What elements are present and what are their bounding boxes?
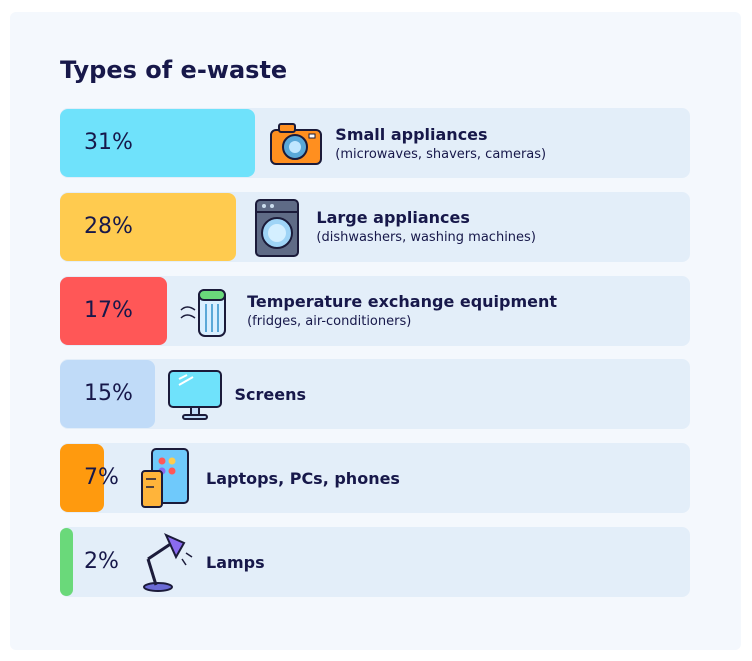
bar	[60, 192, 237, 261]
category-sublabel: (microwaves, shavers, cameras)	[335, 146, 547, 162]
category-label: Temperature exchange equipment	[247, 292, 558, 312]
bar	[60, 360, 155, 429]
air-conditioner-icon	[177, 276, 237, 346]
category-label: Screens	[234, 384, 307, 404]
category-label-group: Screens	[235, 359, 307, 429]
category-label-group: Large appliances (dishwashers, washing ma…	[316, 192, 536, 262]
bar-row: 28% Large appliances (dishwashers, washing…	[60, 191, 690, 262]
desk-lamp-icon	[136, 527, 196, 597]
bar	[60, 444, 105, 513]
bar-row: 31% Small appliances (microwaves, shavers,…	[60, 108, 690, 178]
value-label: 28%	[84, 213, 133, 239]
phone-tablet-icon	[136, 443, 196, 513]
category-sublabel: (dishwashers, washing machines)	[316, 230, 536, 246]
monitor-icon	[165, 359, 225, 429]
camera-icon	[265, 108, 325, 178]
bar-row: 2% Lamps	[60, 527, 690, 597]
category-sublabel: (fridges, air-conditioners)	[247, 314, 412, 330]
category-label: Laptops, PCs, phones	[206, 468, 400, 488]
category-label: Lamps	[206, 552, 265, 572]
value-label: 17%	[84, 297, 133, 323]
washing-machine-icon	[246, 192, 306, 262]
category-label-group: Laptops, PCs, phones	[206, 443, 400, 513]
bar	[60, 528, 73, 596]
chart-title: Types of e-waste	[60, 56, 288, 84]
bar-row: 17% Temperature exchange equipment (fridge…	[60, 275, 690, 346]
category-label: Small appliances	[335, 124, 488, 144]
category-label-group: Lamps	[206, 527, 265, 597]
bar	[60, 109, 256, 177]
bar-row: 7% Laptops, PCs, phones	[60, 443, 690, 514]
category-label-group: Temperature exchange equipment (fridges, …	[247, 276, 557, 346]
category-label: Large appliances	[316, 208, 470, 228]
value-label: 15%	[84, 381, 133, 407]
value-label: 7%	[84, 465, 119, 491]
value-label: 2%	[84, 549, 119, 574]
category-label-group: Small appliances (microwaves, shavers, ca…	[335, 108, 546, 178]
value-label: 31%	[84, 130, 133, 155]
bar-row: 15% Screens	[60, 359, 690, 430]
bar	[60, 276, 168, 345]
